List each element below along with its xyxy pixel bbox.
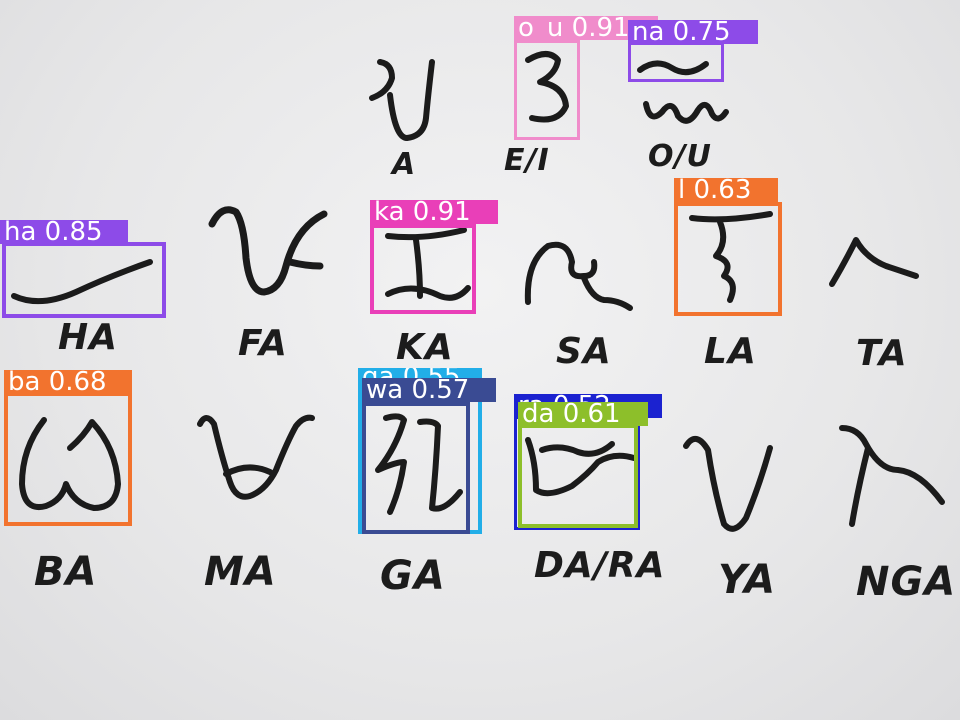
label-ba: BA [34,549,98,595]
detection-box-da [518,424,638,528]
glyph-ba [19,417,121,511]
detection-box-l [674,202,782,316]
glyph-la [689,211,773,303]
label-ga: GA [380,553,446,599]
detection-tag-na: na 0.75 [628,20,758,44]
label-fa: FA [238,323,288,364]
glyph-ha [11,259,153,305]
label-a: A [392,147,417,182]
label-o-u: O/U [648,139,712,174]
glyph-fa [208,206,328,296]
detection-tag-ga: ga 0.55 [358,368,482,380]
label-da-ra: DA/RA [534,545,666,586]
label-la: LA [704,331,757,372]
label-sa: SA [556,331,612,372]
glyph-sa [524,241,633,311]
detection-tag-l: l 0.63 [674,178,778,202]
glyph-o-u-tilde [637,60,709,76]
label-ka: KA [396,327,454,368]
glyph-o-u-wave [643,101,729,124]
detection-tag-wa: wa 0.57 [362,378,496,402]
label-ma: MA [204,549,277,595]
glyph-da-ra [525,437,637,497]
detection-box-o-u [514,40,580,140]
glyph-ka [385,227,471,301]
detection-tag-da: da 0.61 [518,402,648,426]
label-ta: TA [856,333,908,374]
label-nga: NGA [856,559,957,605]
label-ha: HA [58,317,118,358]
glyph-ma [197,414,315,500]
detection-box-ka [370,224,476,314]
glyph-ta [829,237,919,287]
glyph-a [369,59,435,141]
detection-tag-ka: ka 0.91 [370,200,498,224]
detection-tag-ha: ha 0.85 [0,220,128,244]
label-e-i: E/I [504,143,550,178]
glyph-e-i [525,51,569,123]
detection-box-na [628,42,724,82]
label-ya: YA [718,557,777,603]
glyph-ga [375,413,463,515]
detection-tag-ba: ba 0.68 [4,370,132,394]
glyph-nga [839,425,945,527]
detection-box-ha [2,242,166,318]
detection-box-wa [362,402,470,534]
glyph-ya [683,436,773,532]
detection-box-ba [4,392,132,526]
